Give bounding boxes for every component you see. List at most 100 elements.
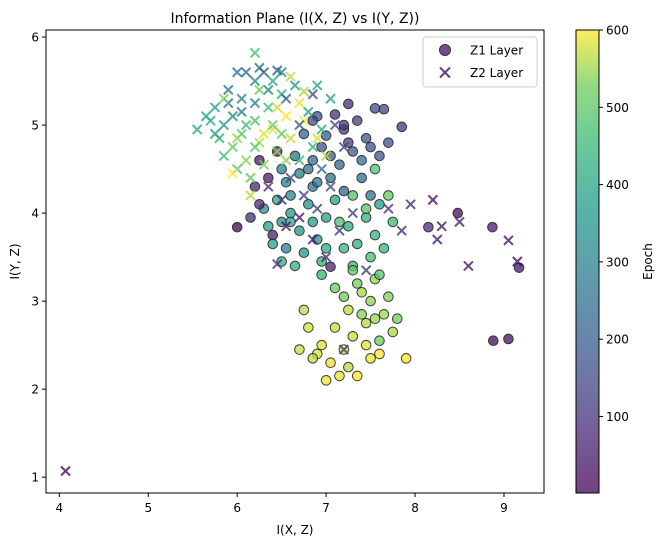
z2-point xyxy=(218,93,230,104)
z1-point xyxy=(280,242,292,254)
z2-point xyxy=(272,146,283,157)
y-tick-label: 1 xyxy=(31,471,39,485)
z2-point xyxy=(320,150,332,162)
z1-point xyxy=(267,238,279,250)
z1-point xyxy=(369,103,381,114)
z1-point xyxy=(378,242,390,254)
z1-point xyxy=(334,159,345,170)
z1-point xyxy=(378,309,390,320)
z2-point xyxy=(432,234,443,245)
z2-point xyxy=(272,65,283,76)
z1-point xyxy=(325,357,336,369)
z2-point xyxy=(249,141,261,153)
z1-point xyxy=(391,313,403,325)
z1-point xyxy=(396,121,408,133)
z1-point xyxy=(343,361,354,373)
z1-point xyxy=(298,247,310,258)
z1-point xyxy=(383,291,394,303)
z2-point xyxy=(240,119,252,131)
z1-point xyxy=(351,238,363,250)
z1-point xyxy=(383,137,394,148)
chart-title: Information Plane (I(X, Z) vs I(Y, Z)) xyxy=(171,11,420,27)
z1-point xyxy=(360,339,372,351)
z1-point xyxy=(307,115,319,126)
z1-point xyxy=(298,304,310,316)
z1-point xyxy=(254,198,265,210)
z2-point xyxy=(334,225,345,236)
y-tick-label: 3 xyxy=(31,295,39,309)
z1-point xyxy=(249,181,261,192)
z2-point xyxy=(298,86,310,97)
z2-point xyxy=(276,194,287,206)
z1-point xyxy=(374,150,385,162)
z1-point xyxy=(347,331,359,342)
z1-point xyxy=(303,322,314,333)
z1-point xyxy=(320,130,332,141)
z2-point xyxy=(249,75,261,87)
z1-point xyxy=(338,119,350,131)
z1-point xyxy=(356,154,367,166)
z2-point xyxy=(396,225,407,236)
z1-point xyxy=(289,260,301,272)
x-tick-label: 6 xyxy=(233,501,241,515)
legend: Z1 Layer Z2 Layer xyxy=(422,36,538,88)
z1-point xyxy=(276,256,287,267)
z1-point xyxy=(365,353,376,364)
z2-point xyxy=(329,119,341,131)
z1-point xyxy=(303,163,314,175)
colorbar-tick-label: 200 xyxy=(606,333,629,347)
z2-point xyxy=(294,97,305,109)
z1-point xyxy=(383,190,394,201)
z2-point xyxy=(254,84,265,96)
z2-point xyxy=(240,67,252,78)
z2-point xyxy=(276,128,287,140)
z1-point xyxy=(487,221,498,233)
legend-label-z1: Z1 Layer xyxy=(470,44,523,58)
z1-point xyxy=(351,370,363,382)
x-tick-label: 8 xyxy=(411,501,419,515)
z1-point xyxy=(365,251,376,263)
legend-label-z2: Z2 Layer xyxy=(470,66,523,80)
z2-point xyxy=(383,203,394,214)
z2-point xyxy=(280,93,292,104)
z1-point xyxy=(351,278,363,289)
z2-point xyxy=(338,344,350,355)
z1-point xyxy=(329,194,341,206)
z2-point xyxy=(249,115,261,126)
z2-point xyxy=(60,465,71,477)
z1-point xyxy=(369,313,381,325)
z1-point xyxy=(307,353,319,364)
z1-point xyxy=(374,348,385,360)
z2-point xyxy=(227,141,238,153)
z2-point xyxy=(289,80,301,91)
z1-point xyxy=(316,269,327,281)
z2-point xyxy=(280,111,292,122)
z2-point xyxy=(231,67,243,78)
legend-x-marker xyxy=(439,66,451,79)
y-tick-label: 6 xyxy=(31,31,39,45)
z1-point xyxy=(276,163,287,175)
x-axis-ticks: 4 5 6 7 8 9 xyxy=(56,493,508,515)
z1-point xyxy=(369,163,381,175)
z1-point xyxy=(365,141,376,153)
z1-point xyxy=(334,216,345,228)
z2-point xyxy=(227,111,238,122)
z1-point xyxy=(320,375,332,386)
z2-point xyxy=(267,75,278,87)
z2-point xyxy=(463,260,474,272)
z2-point xyxy=(307,141,318,153)
z2-point xyxy=(307,89,318,100)
z2-point xyxy=(512,256,523,267)
z2-point xyxy=(316,163,327,175)
y-axis-label: I(Y, Z) xyxy=(8,243,22,279)
z1-point xyxy=(329,322,341,333)
z1-point xyxy=(307,216,319,228)
z1-point xyxy=(347,146,359,157)
z1-point xyxy=(365,295,376,307)
z1-point xyxy=(503,333,514,345)
x-tick-label: 7 xyxy=(322,501,330,515)
z1-point xyxy=(338,185,350,197)
z1-point xyxy=(374,335,385,347)
z2-point xyxy=(436,221,447,232)
